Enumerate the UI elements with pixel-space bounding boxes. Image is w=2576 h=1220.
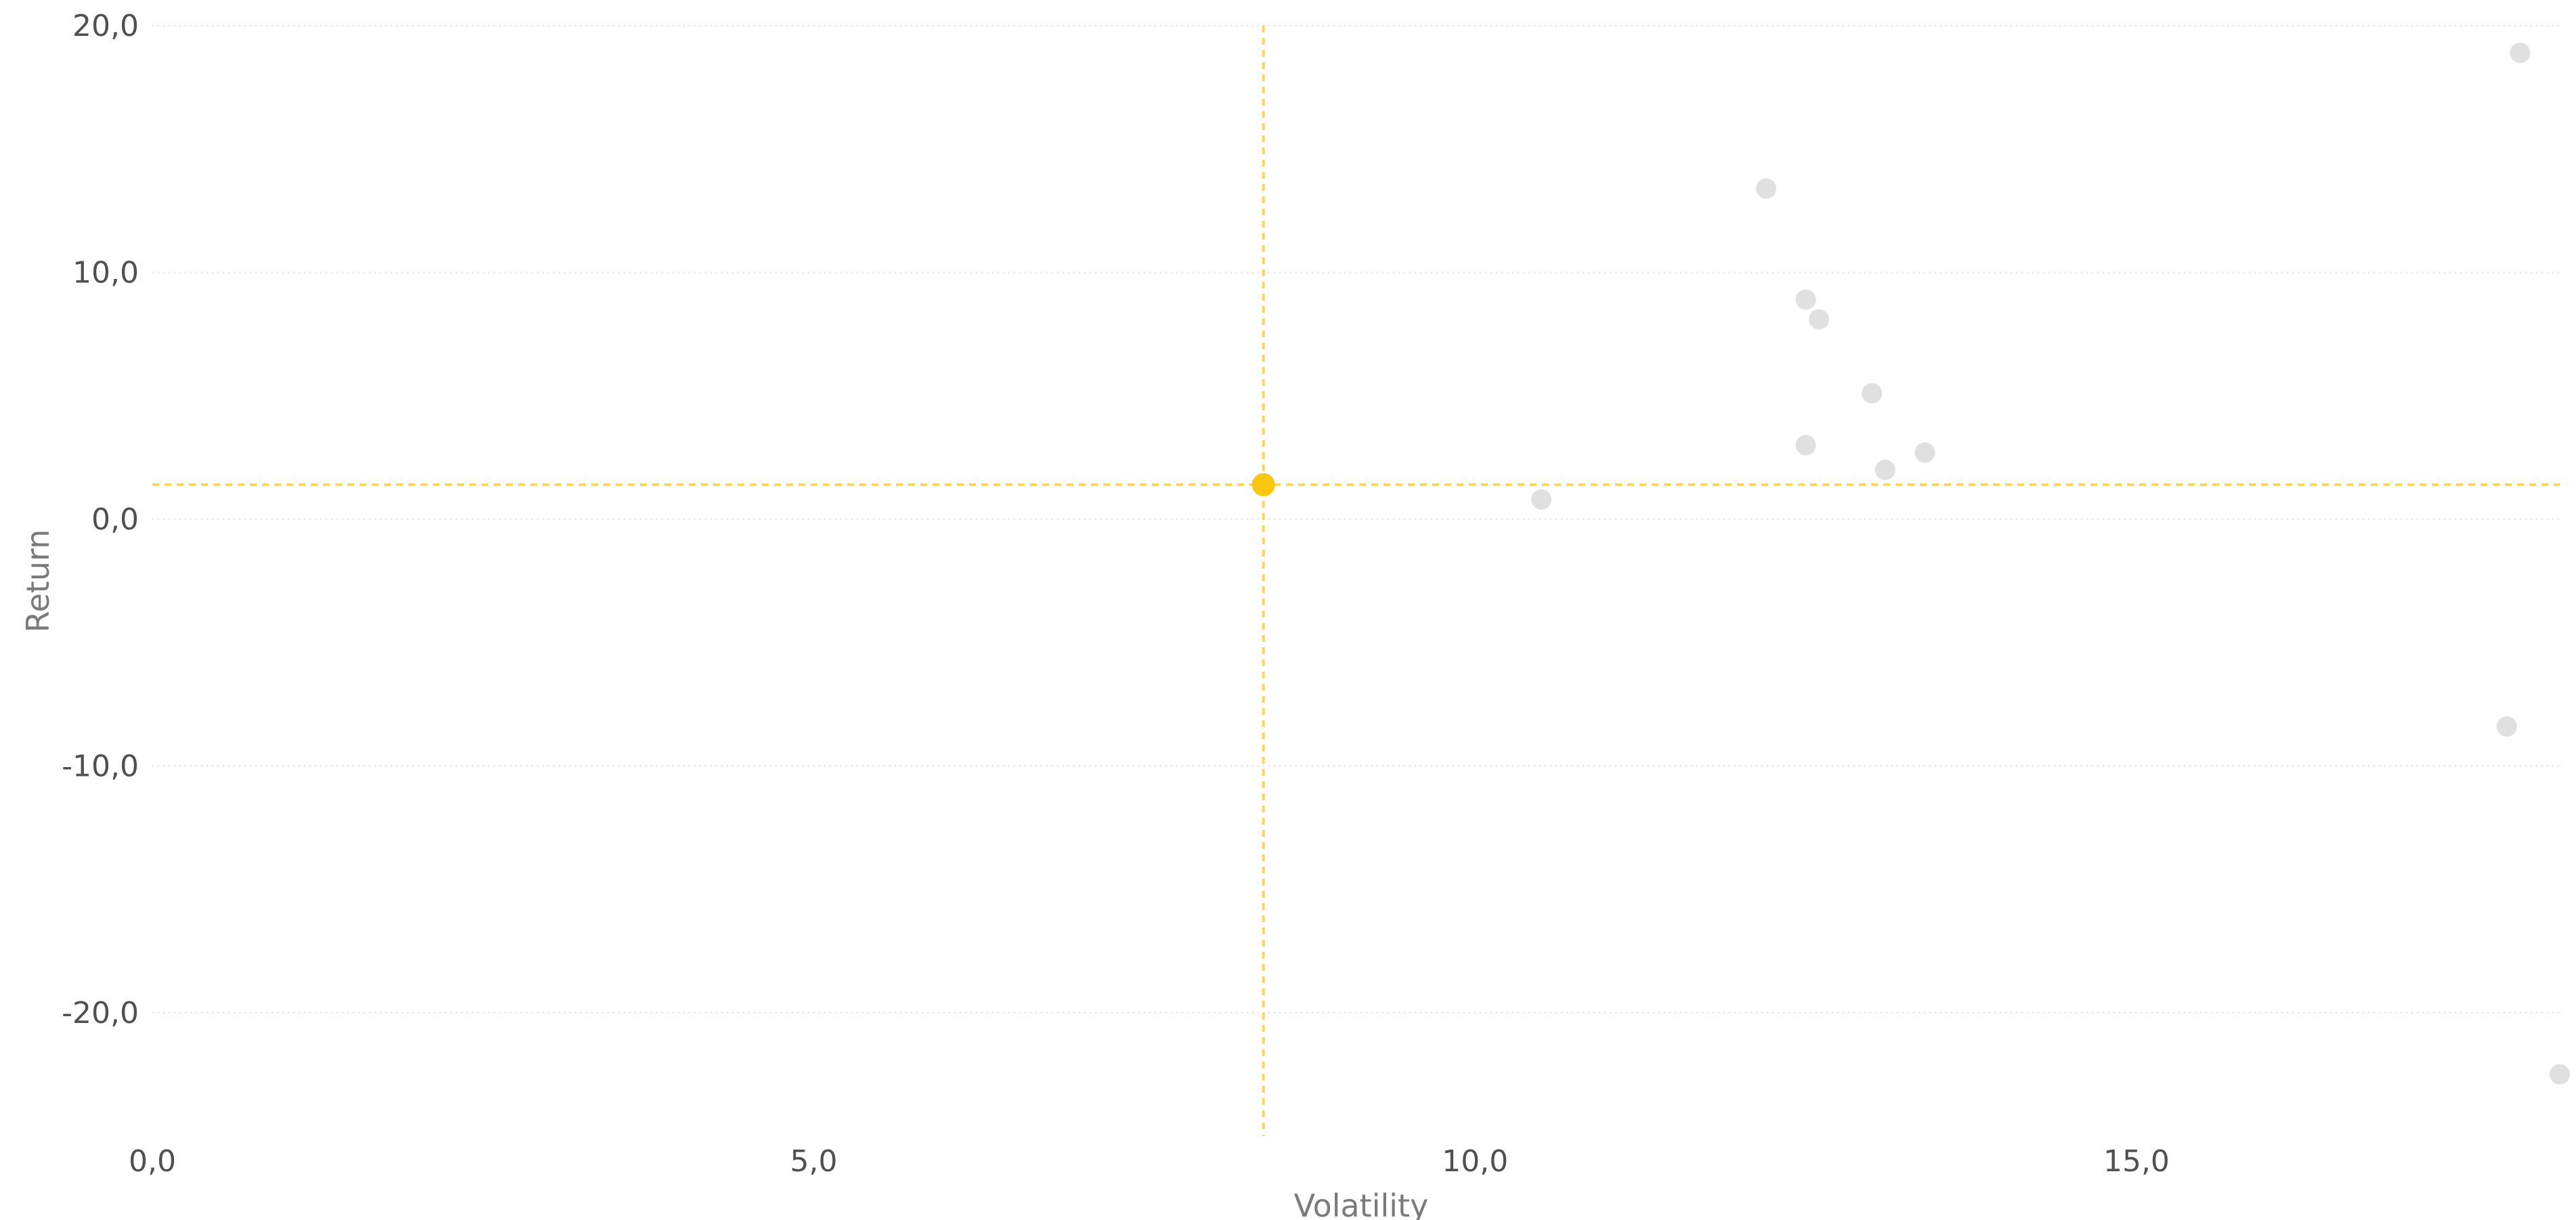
x-tick-label: 5,0 — [790, 1144, 838, 1179]
data-point — [1795, 435, 1816, 456]
y-tick-label: 10,0 — [72, 255, 139, 290]
data-point — [1914, 442, 1935, 463]
y-tick-label: 0,0 — [91, 502, 139, 537]
x-tick-label: 15,0 — [2103, 1144, 2170, 1179]
reference-lines — [152, 26, 2560, 1136]
x-tick-label: 0,0 — [129, 1144, 176, 1179]
data-point — [1756, 178, 1777, 199]
x-tick-label: 10,0 — [1442, 1144, 1508, 1179]
y-tick-label: -10,0 — [62, 749, 139, 783]
x-axis-title: Volatility — [1294, 1188, 1429, 1220]
data-point — [2496, 716, 2517, 737]
y-axis-title: Return — [20, 529, 56, 633]
x-axis-tick-labels: 0,0 5,0 10,0 15,0 — [129, 1144, 2170, 1179]
data-point — [1874, 460, 1895, 480]
data-points — [1251, 43, 2570, 1085]
data-point — [2510, 43, 2531, 64]
y-tick-label: -20,0 — [62, 996, 139, 1030]
highlight-point — [1251, 473, 1275, 496]
y-axis-tick-labels: 20,0 10,0 0,0 -10,0 -20,0 — [62, 9, 139, 1030]
y-tick-label: 20,0 — [72, 9, 139, 43]
gridlines — [152, 25, 2560, 1014]
data-point — [2550, 1064, 2570, 1085]
data-point — [1795, 289, 1816, 310]
data-point — [1862, 383, 1883, 404]
data-point — [1809, 309, 1830, 330]
data-point — [1530, 489, 1551, 510]
